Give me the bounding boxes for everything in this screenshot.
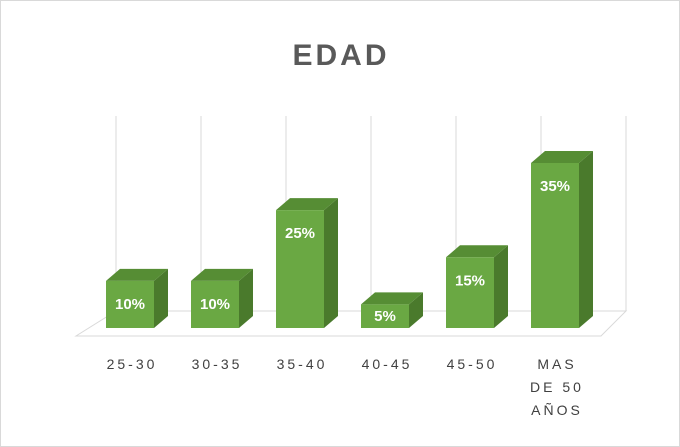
bar-front [531,163,579,328]
data-label: 15% [455,272,485,289]
x-tick-label: 25-30 [106,356,158,372]
bar-side [239,268,253,328]
bar-top [531,151,593,163]
bar-side [409,292,423,328]
x-tick-label: 30-35 [191,356,243,372]
bar-top [191,268,253,281]
bar-side [579,151,593,328]
bar [106,268,168,328]
bar-side [324,198,338,328]
bar-top [361,292,423,305]
x-tick-label: MAS DE 50 AÑOS [530,356,584,418]
data-label: 5% [374,308,396,325]
bar-front [361,304,409,328]
bar [276,198,338,328]
bar-side [494,245,508,328]
bar-front [276,210,324,328]
bar-side [154,268,168,328]
data-label: 10% [115,296,145,313]
bar [361,292,423,328]
chart-title: EDAD [292,39,389,72]
bar-front [191,280,239,328]
bar-top [446,245,508,258]
x-tick-label: 45-50 [446,356,498,372]
bar-front [446,257,494,328]
bar-front [106,280,154,328]
data-label: 25% [285,225,315,242]
bar-top [276,198,338,211]
bar [531,151,593,328]
data-label: 35% [540,178,570,195]
x-tick-label: 35-40 [276,356,328,372]
bar [191,268,253,328]
x-tick-label: 40-45 [361,356,413,372]
data-label: 10% [200,296,230,313]
bar-top [106,268,168,281]
bar [446,245,508,328]
